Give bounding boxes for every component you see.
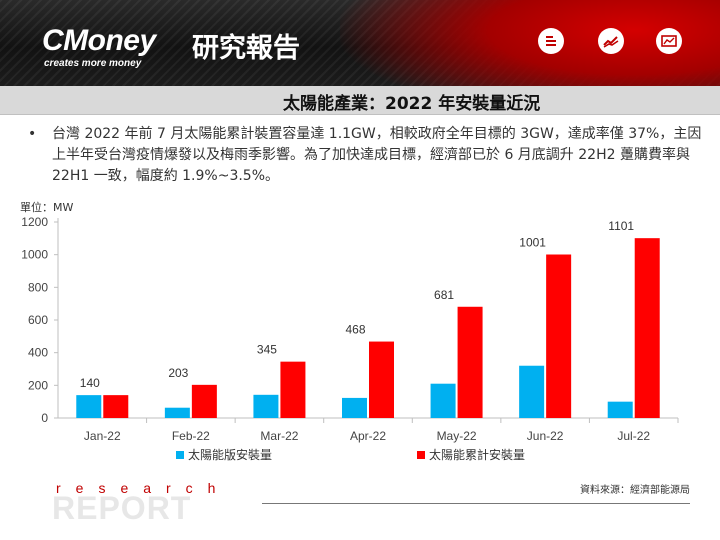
footer-divider — [262, 503, 690, 504]
legend-swatch — [176, 451, 184, 459]
x-tick-label: Jun-22 — [527, 429, 564, 443]
bar-cumulative — [280, 361, 306, 418]
bar-cumulative — [546, 254, 572, 418]
bar-cumulative — [457, 306, 483, 418]
bar-monthly — [430, 383, 456, 418]
body-paragraph: 台灣 2022 年前 7 月太陽能累計裝置容量達 1.1GW，相較政府全年目標的… — [52, 126, 702, 184]
legend-swatch — [417, 451, 425, 459]
x-tick-label: May-22 — [437, 429, 477, 443]
y-tick-label: 0 — [41, 411, 48, 425]
x-tick-label: Feb-22 — [172, 429, 210, 443]
x-tick-label: Jan-22 — [84, 429, 121, 443]
bar-cumulative — [191, 384, 217, 418]
research-label: research — [56, 480, 231, 496]
bar-cumulative — [103, 395, 129, 418]
bar-chart: 單位：MW 0 200 400 600 800 1000 1200 Jan-22 Feb-22 Ma… — [20, 200, 679, 462]
y-tick-label: 800 — [28, 280, 48, 294]
y-unit-label: 單位：MW — [20, 200, 73, 214]
y-tick-label: 1200 — [21, 215, 48, 229]
y-tick-label: 200 — [28, 378, 48, 392]
data-label: 1101 — [608, 219, 634, 233]
data-label: 681 — [434, 288, 454, 302]
data-label: 140 — [80, 376, 100, 390]
x-tick-label: Mar-22 — [260, 429, 298, 443]
x-tick-label: Jul-22 — [617, 429, 650, 443]
legend-label: 太陽能版安裝量 — [188, 447, 272, 462]
bar-monthly — [519, 365, 545, 418]
title-bar: 太陽能產業：2022 年安裝量近況 — [0, 86, 720, 115]
tagline: creates more money — [44, 58, 142, 69]
bar-cumulative — [634, 238, 660, 418]
page-title: 太陽能產業：2022 年安裝量近況 — [283, 94, 541, 114]
data-label: 203 — [168, 366, 188, 380]
legend-label: 太陽能累計安裝量 — [429, 447, 525, 462]
line-chart-icon[interactable] — [598, 28, 624, 54]
stack-icon[interactable] — [538, 28, 564, 54]
y-tick-label: 600 — [28, 313, 48, 327]
bar-monthly — [164, 407, 190, 418]
report-watermark: REPORT — [52, 490, 192, 526]
y-tick-label: 1000 — [21, 248, 48, 262]
x-tick-label: Apr-22 — [350, 429, 386, 443]
bar-cumulative — [369, 341, 394, 418]
bar-monthly — [253, 394, 279, 418]
bar-monthly — [342, 397, 367, 418]
bullet-marker: • — [28, 126, 37, 142]
bar-monthly — [76, 395, 102, 418]
source-note: 資料來源：經濟部能源局 — [580, 485, 690, 496]
bar-monthly — [607, 401, 633, 418]
presentation-icon[interactable] — [656, 28, 682, 54]
header-banner: CMoney 研究報告 creates more money — [0, 0, 720, 86]
y-tick-label: 400 — [28, 346, 48, 360]
logo-subtitle: 研究報告 — [192, 33, 300, 64]
data-label: 345 — [257, 343, 277, 357]
data-label: 468 — [345, 323, 365, 337]
data-label: 1001 — [519, 236, 546, 250]
logo-text: CMoney — [42, 24, 156, 57]
